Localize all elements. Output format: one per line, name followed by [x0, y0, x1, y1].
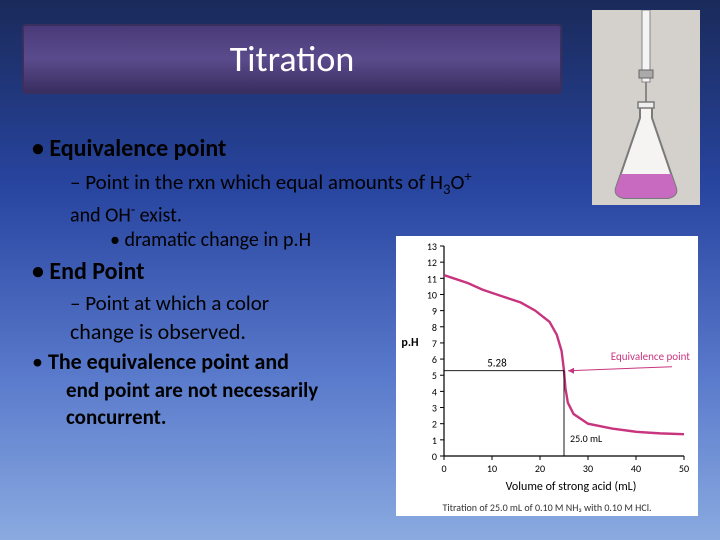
svg-text:8: 8 — [432, 321, 437, 334]
svg-text:13: 13 — [427, 240, 437, 253]
slide-title: Titration — [230, 37, 355, 81]
slide-title-box: Titration — [22, 24, 562, 94]
chart-svg: 012345678910111213010203040505.2825.0 mL — [396, 236, 698, 516]
svg-text:3: 3 — [432, 402, 437, 415]
svg-text:30: 30 — [583, 462, 593, 475]
chart-caption: Titration of 25.0 mL of 0.10 M NH₃ with … — [396, 501, 698, 514]
svg-text:9: 9 — [432, 305, 437, 318]
svg-text:2: 2 — [432, 418, 437, 431]
svg-text:7: 7 — [432, 337, 437, 350]
svg-text:5.28: 5.28 — [487, 357, 507, 370]
svg-text:10: 10 — [427, 288, 437, 301]
flask-svg — [592, 10, 700, 205]
flask-image — [592, 10, 700, 205]
svg-text:12: 12 — [427, 256, 437, 269]
chart-x-label: Volume of strong acid (mL) — [444, 480, 698, 494]
svg-text:0: 0 — [441, 462, 446, 475]
svg-text:6: 6 — [432, 353, 437, 366]
svg-text:4: 4 — [432, 385, 437, 398]
equivalence-point-label: Equivalence point — [611, 351, 690, 363]
bullet-equiv-def: Point in the rxn which equal amounts of … — [70, 167, 552, 199]
titration-chart: 012345678910111213010203040505.2825.0 mL… — [396, 236, 698, 516]
svg-text:40: 40 — [631, 462, 641, 475]
svg-text:5: 5 — [432, 369, 437, 382]
chart-y-label: p.H — [398, 336, 422, 350]
svg-text:25.0 mL: 25.0 mL — [570, 432, 603, 445]
bullet-equiv-def-cont: and OH- exist. — [70, 201, 552, 229]
bullet-equivalence-point: Equivalence point — [32, 134, 552, 163]
svg-text:11: 11 — [427, 272, 437, 285]
svg-text:1: 1 — [432, 434, 437, 447]
svg-text:0: 0 — [432, 450, 437, 463]
svg-text:20: 20 — [535, 462, 545, 475]
svg-text:50: 50 — [679, 462, 689, 475]
svg-text:10: 10 — [487, 462, 497, 475]
